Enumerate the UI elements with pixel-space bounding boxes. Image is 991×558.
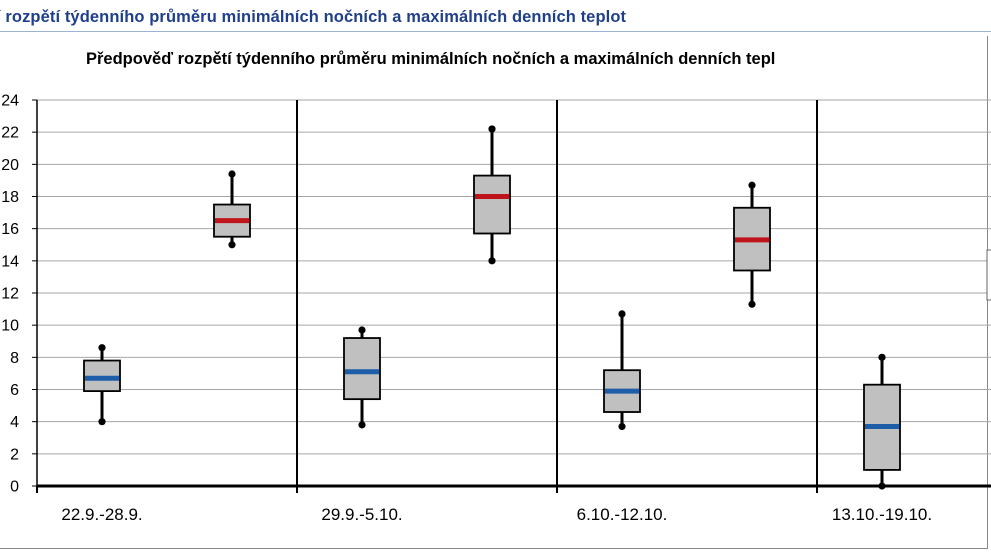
category-label: 22.9.-28.9. xyxy=(61,505,142,524)
week-dividers xyxy=(296,100,818,492)
page-heading: í rozpětí týdenního průměru minimálních … xyxy=(0,8,627,26)
y-tick-label: 4 xyxy=(10,414,19,431)
chart-title: Předpověď rozpětí týdenního průměru mini… xyxy=(86,50,776,68)
box-max-1 xyxy=(213,170,251,249)
category-label: 6.10.-12.10. xyxy=(577,505,668,524)
whisker-low-point xyxy=(358,421,366,429)
whisker-low-point xyxy=(618,422,626,431)
box-max-3 xyxy=(733,181,771,308)
y-tick-label: 6 xyxy=(10,382,19,399)
legend-edge xyxy=(986,249,991,301)
y-tick-label: 8 xyxy=(10,350,19,367)
box-body xyxy=(343,337,381,401)
whisker-high-point xyxy=(228,170,236,178)
y-tick-label: 24 xyxy=(1,93,19,110)
box-min-1 xyxy=(83,344,121,426)
whisker-low-point xyxy=(748,300,756,308)
box-max-2 xyxy=(473,125,511,265)
whisker-high-point xyxy=(618,310,626,318)
box-min-2 xyxy=(343,326,381,429)
boxes xyxy=(83,125,901,490)
y-tick-label: 20 xyxy=(1,157,19,174)
y-tick-label: 10 xyxy=(1,318,19,335)
y-tick-label: 14 xyxy=(1,253,19,270)
whisker-high-point xyxy=(748,181,756,189)
whisker-high-point xyxy=(98,344,106,352)
axes xyxy=(32,99,991,493)
box-body xyxy=(473,174,511,235)
category-label: 29.9.-5.10. xyxy=(321,505,402,524)
box-min-3 xyxy=(603,310,641,431)
y-tick-label: 12 xyxy=(1,286,19,303)
y-tick-label: 18 xyxy=(1,189,19,206)
y-tick-label: 0 xyxy=(10,479,19,496)
category-label: 13.10.-19.10. xyxy=(832,505,932,524)
whisker-low-point xyxy=(228,241,236,249)
y-tick-label: 2 xyxy=(10,446,19,463)
heading-divider xyxy=(0,31,991,32)
whisker-high-point xyxy=(358,326,366,334)
whisker-low-point xyxy=(878,482,886,490)
y-tick-label: 22 xyxy=(1,125,19,142)
gridlines xyxy=(37,99,991,455)
whisker-high-point xyxy=(488,125,496,133)
box-min-4 xyxy=(863,353,901,490)
whisker-low-point xyxy=(488,257,496,265)
y-tick-label: 16 xyxy=(1,221,19,238)
whisker-high-point xyxy=(878,353,886,361)
whisker-low-point xyxy=(98,418,106,426)
